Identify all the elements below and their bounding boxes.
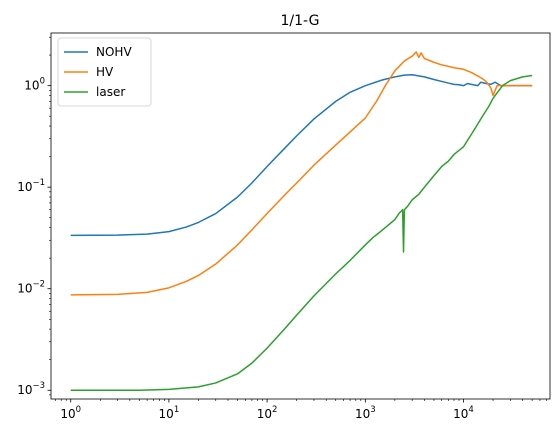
x-tick-label: 103 — [355, 405, 376, 421]
x-tick-label: 102 — [257, 405, 278, 421]
legend-label-hv: HV — [96, 65, 114, 79]
plot-area — [70, 51, 533, 391]
legend: NOHV HV laser — [57, 37, 152, 107]
series-line-hv — [70, 51, 533, 296]
legend-label-laser: laser — [96, 85, 125, 99]
axes-frame — [50, 32, 551, 400]
x-tick-label: 100 — [60, 405, 81, 421]
y-tick-label: 10−1 — [17, 178, 45, 194]
y-tick-label: 10−2 — [17, 280, 45, 296]
legend-box — [57, 37, 152, 107]
axis-ticks: 100 101 102 103 104 10−3 10−2 10−1 100 — [17, 36, 547, 421]
y-tick-label: 10−3 — [17, 381, 45, 397]
y-tick-label: 100 — [24, 77, 45, 93]
chart-title: 1/1-G — [281, 13, 320, 29]
x-tick-label: 101 — [159, 405, 180, 421]
x-tick-label: 104 — [453, 405, 474, 421]
series-line-laser — [70, 74, 533, 391]
series-line-nohv — [70, 74, 533, 237]
legend-label-nohv: NOHV — [96, 45, 132, 59]
